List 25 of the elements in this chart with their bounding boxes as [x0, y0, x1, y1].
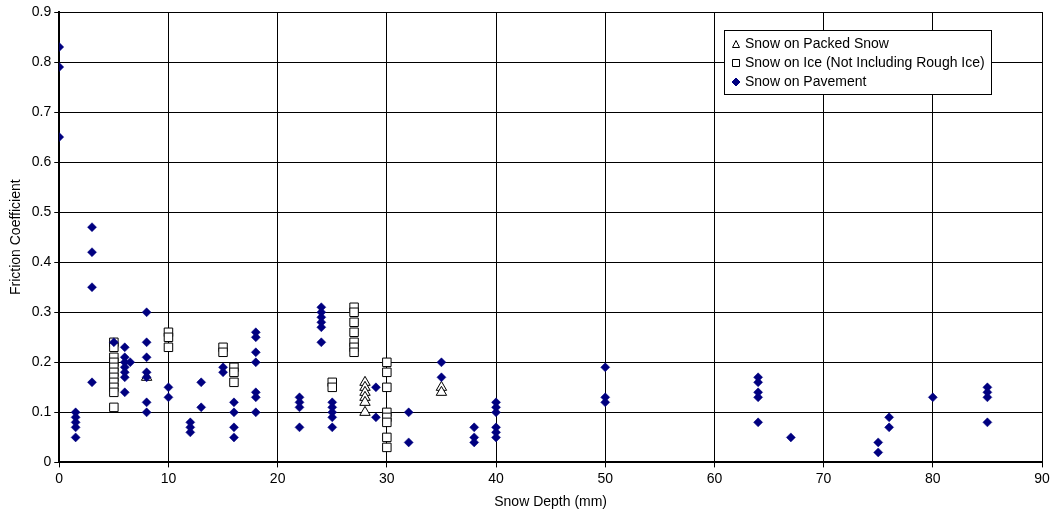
y-tick-label: 0.4	[31, 253, 52, 270]
legend-label: Snow on Pavement	[745, 72, 867, 91]
y-tick-label: 0.7	[31, 102, 52, 119]
y-tick-label: 0.9	[31, 2, 52, 19]
legend-label: Snow on Packed Snow	[745, 34, 889, 53]
y-tick-label: 0	[43, 453, 52, 470]
x-tick-label: 30	[379, 469, 395, 486]
y-tick-label: 0.2	[31, 353, 52, 370]
y-tick-label: 0.8	[31, 52, 52, 69]
x-tick-label: 70	[815, 469, 832, 486]
x-tick-label: 90	[1034, 469, 1050, 486]
x-tick-label: 60	[706, 469, 723, 486]
legend-label: Snow on Ice (Not Including Rough Ice)	[745, 53, 985, 72]
y-tick-label: 0.6	[31, 152, 52, 169]
x-tick-label: 20	[269, 469, 286, 486]
x-tick-label: 40	[488, 469, 505, 486]
y-tick-label: 0.1	[31, 403, 52, 420]
x-tick-label: 0	[55, 469, 64, 486]
x-tick-label: 10	[160, 469, 177, 486]
x-axis-title: Snow Depth (mm)	[494, 493, 608, 510]
x-tick-label: 80	[925, 469, 941, 486]
x-tick-label: 50	[597, 469, 614, 486]
y-tick-label: 0.5	[31, 203, 52, 220]
y-tick-label: 0.3	[31, 303, 52, 320]
y-axis-title: Friction Coefficient	[7, 179, 24, 296]
